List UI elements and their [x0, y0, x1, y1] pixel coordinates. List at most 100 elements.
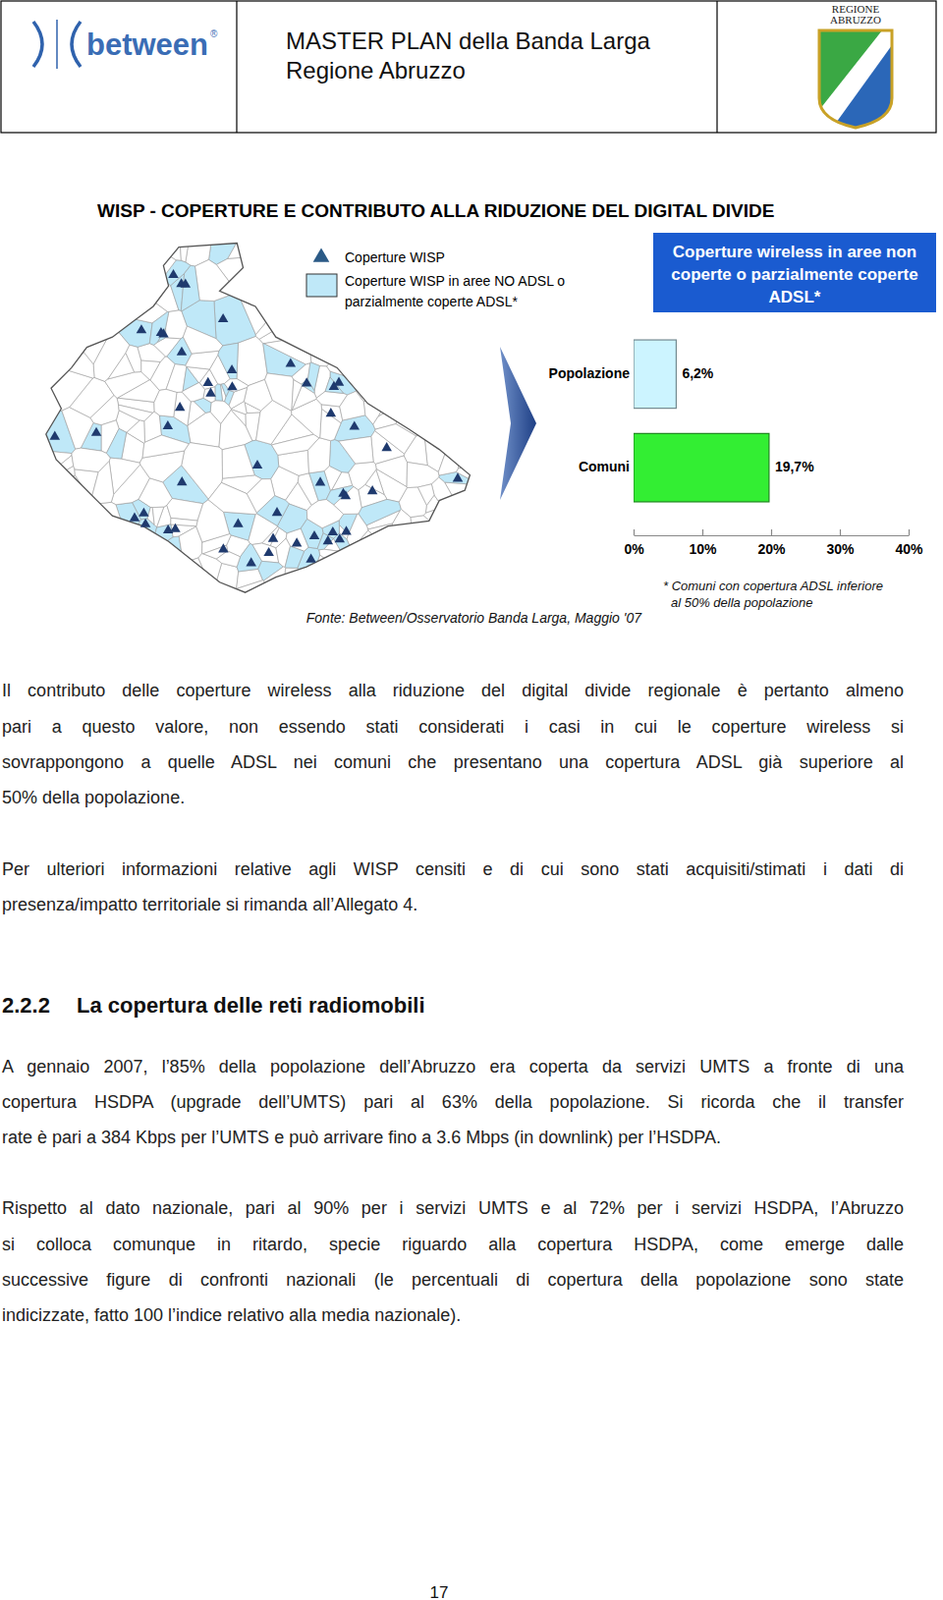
- map-cells: [41, 238, 476, 599]
- map-cell: [389, 304, 417, 339]
- map-wisp-marker: [323, 535, 334, 545]
- body-line: Rispetto al dato nazionale, pari al 90% …: [1, 1197, 904, 1220]
- map-cell: [435, 337, 476, 367]
- map-cell: [41, 341, 64, 354]
- map-cell: [265, 373, 294, 411]
- logo-bar: [55, 19, 58, 69]
- map-cell: [230, 409, 246, 427]
- map-cell: [397, 523, 428, 566]
- map-wisp-marker: [291, 537, 303, 547]
- header: between®MASTER PLAN della Banda LargaReg…: [0, 0, 937, 133]
- map-wisp-marker: [91, 427, 103, 437]
- map-wisp-marker: [340, 490, 352, 500]
- map-cell: [403, 433, 428, 466]
- map-cell: [460, 399, 476, 443]
- map-cell: [404, 326, 436, 355]
- map-cell: [398, 487, 427, 517]
- section-number: 2.2.2: [1, 993, 51, 1018]
- map-wisp-marker: [176, 476, 188, 486]
- map-cell: [375, 455, 407, 488]
- header-title: MASTER PLAN della Banda Larga: [285, 27, 652, 55]
- map-cell: [257, 262, 291, 284]
- map-cell: [48, 286, 77, 316]
- map-cell: [402, 569, 442, 598]
- map-cell: [218, 342, 239, 380]
- body-line: Il contributo delle coperture wireless a…: [1, 679, 904, 702]
- map-cell: [41, 314, 71, 347]
- map-cell: [109, 457, 141, 495]
- map-wisp-marker: [245, 556, 257, 566]
- map-cell: [321, 339, 344, 356]
- map-cell: [309, 342, 336, 367]
- x-axis: 0%10%20%30%40%: [623, 529, 924, 557]
- bars: [633, 339, 770, 502]
- map-wisp-marker: [218, 313, 229, 323]
- map-cell: [152, 506, 164, 527]
- bar: [633, 339, 676, 409]
- map-cell: [416, 571, 450, 598]
- map-cell: [167, 568, 191, 598]
- map-cell: [284, 546, 305, 568]
- map-wisp-marker: [268, 533, 279, 543]
- map-cell: [333, 533, 352, 554]
- map-wisp-marker: [328, 526, 339, 536]
- map-cell: [41, 238, 100, 276]
- header-divider: [716, 0, 718, 133]
- header-title: Regione Abruzzo: [285, 56, 466, 84]
- map-cell: [65, 533, 96, 563]
- map-cell: [372, 530, 399, 564]
- body-line: rate è pari a 384 Kbps per l’UMTS e può …: [1, 1126, 904, 1149]
- map-wisp-marker: [301, 377, 313, 387]
- map-cell: [410, 515, 442, 541]
- x-tick: 10%: [688, 529, 718, 557]
- map-wisp-marker: [174, 401, 186, 411]
- map-cell: [56, 556, 102, 582]
- map-wisp-marker: [156, 327, 167, 336]
- map-cell: [216, 551, 240, 567]
- x-tick-label: 0%: [623, 541, 645, 557]
- map-cell: [221, 444, 255, 479]
- map-wisp-marker: [226, 364, 238, 374]
- data-label: 19,7%: [775, 458, 815, 475]
- x-tick: 40%: [894, 529, 924, 557]
- map-cell: [380, 378, 411, 405]
- map-wisp-marker: [203, 377, 215, 387]
- x-tick: 0%: [623, 529, 645, 557]
- map-cell: [215, 384, 223, 402]
- map-cell: [347, 334, 368, 355]
- map-cell: [350, 530, 391, 569]
- map-cell: [180, 265, 200, 311]
- map-cell: [348, 461, 377, 491]
- map-cell: [63, 273, 79, 301]
- map-cell: [52, 309, 83, 338]
- map-wisp-marker: [167, 269, 179, 278]
- emblem: [815, 27, 896, 132]
- header-divider: [235, 0, 237, 133]
- x-tick-label: 10%: [688, 541, 718, 557]
- map-cell: [400, 553, 443, 575]
- map-wisp-marker: [163, 524, 174, 534]
- map-cell: [87, 290, 108, 319]
- map-cell: [75, 274, 85, 300]
- chart-title-line: ADSL*: [769, 287, 822, 307]
- map-cell: [110, 535, 132, 556]
- map-cell: [41, 254, 64, 315]
- map-cell: [80, 272, 94, 298]
- map-cell: [276, 238, 291, 264]
- emblem-border: [819, 30, 892, 128]
- map-wisp-marker: [381, 442, 392, 451]
- body-line: presenza/impatto territoriale si rimanda…: [1, 893, 904, 916]
- map-cell: [345, 348, 371, 371]
- chart-title-line: coperte o parzialmente coperte: [670, 265, 918, 284]
- map-cell: [381, 348, 395, 364]
- map-cell: [330, 315, 356, 333]
- map-cell: [438, 443, 460, 476]
- map-cell: [88, 269, 111, 293]
- map-wisp-marker: [334, 533, 346, 543]
- map-cell: [445, 502, 475, 551]
- data-label: 6,2%: [681, 365, 714, 382]
- map-cell: [422, 380, 454, 409]
- map-cell: [72, 297, 106, 320]
- map-cell: [299, 585, 333, 599]
- page-number: 17: [430, 1583, 449, 1600]
